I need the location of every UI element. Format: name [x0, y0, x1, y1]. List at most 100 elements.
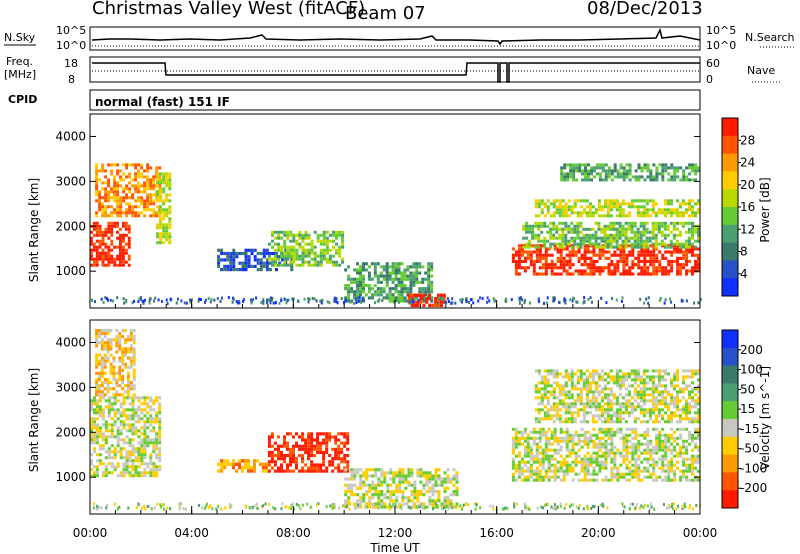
velocity-colorbar-cell	[722, 436, 738, 456]
power-colorbar-cell	[722, 207, 738, 226]
nsky-tick-bottom: 10^0	[56, 39, 86, 52]
vel-echo-region	[267, 432, 350, 473]
velocity-colorbar-tick: -15	[740, 422, 760, 436]
x-axis: 00:00 04:00 08:00 12:00 16:00 20:00 00:00	[73, 300, 718, 540]
velocity-colorbar-tick: 200	[740, 343, 763, 357]
velocity-colorbar-cell	[722, 365, 738, 384]
power-colorbar-cell	[722, 224, 738, 244]
vel-near-range-noise	[92, 502, 701, 511]
x-axis-label: Time UT	[369, 541, 420, 554]
power-colorbar-cell	[722, 242, 738, 261]
velocity-colorbar-label: Velocity [m s^-1]	[758, 366, 772, 470]
power-echo-region	[560, 163, 700, 182]
velocity-colorbar-cell	[722, 454, 738, 473]
velocity-colorbar-tick: 15	[740, 402, 755, 416]
vel-ytick-label: 1000	[55, 470, 86, 484]
power-colorbar: Power [dB] 4 8 12 16 20 24 28	[721, 117, 772, 297]
nave-tick-bottom: 0	[706, 73, 713, 86]
power-echo-region	[267, 230, 345, 267]
power-ytick-label: 2000	[55, 219, 86, 233]
freq-label-1: Freq.	[6, 55, 33, 68]
power-colorbar-tick: 8	[740, 245, 748, 259]
cpid-panel	[89, 89, 701, 111]
nave-tick-top: 60	[706, 57, 720, 70]
power-colorbar-cell	[722, 189, 738, 208]
power-colorbar-label: Power [dB]	[758, 177, 772, 242]
x-tick-label: 08:00	[276, 526, 311, 540]
power-colorbar-tick: 12	[740, 222, 755, 236]
power-echo-region	[522, 221, 700, 249]
power-ytick-label: 3000	[55, 174, 86, 188]
vel-echo-region	[217, 459, 268, 473]
vel-echo-region	[344, 468, 459, 509]
velocity-colorbar-cell	[722, 419, 738, 438]
x-tick-label: 00:00	[683, 526, 718, 540]
x-tick-label: 04:00	[174, 526, 209, 540]
nsky-tick-top: 10^5	[56, 24, 86, 37]
power-colorbar-tick: 28	[740, 133, 755, 147]
velocity-yticks: 1000 2000 3000 4000	[55, 335, 700, 484]
power-colorbar-tick: 20	[740, 178, 755, 192]
velocity-colorbar-cell	[722, 347, 738, 367]
vel-echo-region	[534, 369, 700, 424]
power-ytick-label: 1000	[55, 264, 86, 278]
vel-ytick-label: 3000	[55, 380, 86, 394]
vel-echo-region	[90, 396, 162, 478]
power-echo-region	[95, 163, 162, 218]
power-panel: Slant Range [km] 1000 2000 3000 4000	[27, 113, 702, 309]
power-colorbar-tick: 16	[740, 200, 755, 214]
nsky-label: N.Sky	[4, 31, 36, 44]
vel-echo-region	[95, 329, 136, 397]
power-colorbar-tick: 24	[740, 156, 755, 170]
x-tick-label: 00:00	[73, 526, 108, 540]
power-near-range-noise	[90, 296, 702, 305]
velocity-panel: Slant Range [km] 1000 2000 3000 4000	[27, 319, 701, 515]
velocity-colorbar-tick: -50	[740, 442, 760, 456]
freq-trace	[92, 62, 700, 83]
date-title: 08/Dec/2013	[587, 0, 703, 19]
x-tick-label: 16:00	[479, 526, 514, 540]
cpid-label: CPID	[8, 93, 37, 106]
nsearch-tick-top: 10^5	[706, 24, 736, 37]
power-colorbar-cell	[722, 278, 738, 297]
power-colorbar-cell	[722, 260, 738, 279]
freq-tick-top: 18	[64, 57, 78, 70]
velocity-colorbar-cell	[722, 401, 738, 420]
power-colorbar-cell	[722, 135, 738, 155]
velocity-ylabel: Slant Range [km]	[27, 368, 41, 472]
velocity-colorbar-tick: -100	[740, 461, 767, 475]
velocity-colorbar-tick: 50	[740, 382, 755, 396]
velocity-colorbar-cell	[722, 472, 738, 491]
power-data	[90, 163, 702, 308]
power-ytick-label: 4000	[55, 129, 86, 143]
x-tick-label: 12:00	[378, 526, 413, 540]
power-ylabel: Slant Range [km]	[27, 178, 41, 282]
nsearch-tick-bottom: 10^0	[706, 39, 736, 52]
nsearch-label: N.Search	[745, 31, 795, 44]
power-echo-region	[511, 244, 700, 276]
station-title: Christmas Valley West (fitACF)	[92, 0, 365, 19]
power-echo-region	[90, 221, 131, 267]
velocity-data	[90, 329, 701, 511]
velocity-colorbar-tick: -200	[740, 481, 767, 495]
freq-panel: Freq. [MHz] 18 8 60 0 Nave	[4, 55, 780, 86]
nsky-panel: N.Sky 10^5 10^0 10^5 10^0 N.Search	[4, 24, 795, 52]
velocity-colorbar-cell	[722, 330, 738, 349]
nave-label: Nave	[747, 64, 775, 77]
velocity-colorbar-cell	[722, 383, 738, 402]
cpid-value: normal (fast) 151 IF	[95, 95, 230, 109]
velocity-colorbar-tick: 100	[740, 363, 763, 377]
power-colorbar-cell	[722, 171, 738, 190]
beam-title: Beam 07	[345, 3, 426, 24]
power-echo-region	[534, 199, 700, 218]
vel-echo-region	[511, 427, 700, 482]
freq-tick-bottom: 8	[68, 73, 75, 86]
freq-label-2: [MHz]	[4, 68, 36, 81]
vel-ytick-label: 4000	[55, 335, 86, 349]
vel-ytick-label: 2000	[55, 425, 86, 439]
x-tick-label: 20:00	[581, 526, 616, 540]
nsky-trace	[91, 27, 701, 46]
velocity-colorbar: Velocity [m s^-1] 200 100 50 15 -15 -50 -100 -2…	[721, 329, 772, 509]
power-colorbar-cell	[722, 118, 738, 137]
